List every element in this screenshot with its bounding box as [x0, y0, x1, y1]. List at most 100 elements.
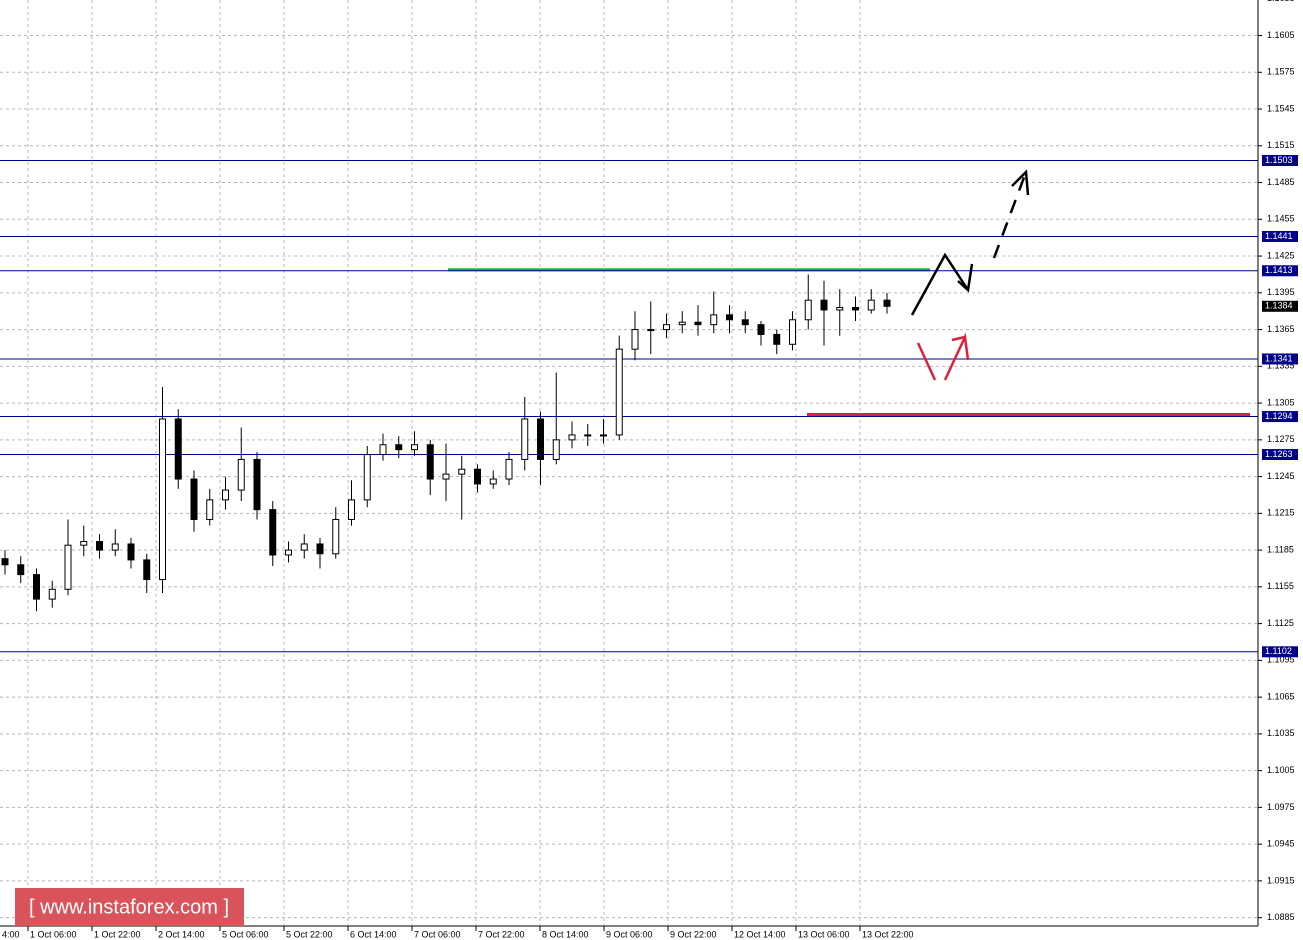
candle-body [80, 541, 88, 546]
y-tick-label: 1.1275 [1267, 434, 1295, 444]
candle-body [584, 434, 592, 437]
down-arrow [916, 342, 937, 381]
y-tick-label: 1.0975 [1267, 802, 1295, 812]
x-tick-label: 1 Oct 06:00 [30, 929, 77, 939]
y-tick-label: 1.1575 [1267, 67, 1295, 77]
level-label-box [1262, 265, 1298, 277]
candle-body [285, 549, 292, 556]
up-arrow [910, 252, 970, 316]
candle-body [694, 321, 702, 326]
candle-body [127, 543, 135, 561]
x-tick-label: 1 Oct 22:00 [94, 929, 141, 939]
y-tick-label: 1.1035 [1267, 728, 1295, 738]
candle-body [111, 543, 119, 551]
candle-body [442, 473, 450, 480]
y-tick-label: 1.0915 [1267, 875, 1295, 885]
level-label-box [1262, 646, 1298, 658]
level-label-box [1262, 353, 1298, 365]
y-tick-label: 1.1185 [1267, 544, 1294, 554]
x-tick-label: 13 Oct 06:00 [798, 929, 850, 939]
candle-body [726, 314, 733, 321]
y-tick-label: 1.1335 [1267, 361, 1295, 371]
candle-body [773, 333, 781, 345]
y-tick-label: 1.1635 [1267, 0, 1295, 3]
x-tick-label: 2 Oct 14:00 [158, 929, 205, 939]
candle-body [395, 444, 403, 451]
candle-body [489, 478, 497, 485]
level-label: 1.1503 [1265, 155, 1293, 165]
y-tick-label: 1.1065 [1267, 691, 1295, 701]
candle-body [615, 348, 623, 436]
candle-body [804, 299, 812, 321]
level-label: 1.1294 [1265, 411, 1293, 421]
candles [1, 274, 891, 612]
y-tick-label: 1.1365 [1267, 324, 1295, 334]
candle-body [253, 458, 261, 511]
candle-body [143, 559, 151, 581]
y-tick-label: 1.1425 [1267, 250, 1295, 260]
level-label-box [1262, 411, 1298, 423]
y-tick-label: 1.1455 [1267, 214, 1295, 224]
level-label: 1.1441 [1265, 231, 1293, 241]
candle-body [710, 314, 718, 326]
candle-body [552, 439, 560, 460]
candle-body [505, 458, 513, 480]
y-tick-label: 1.1395 [1267, 287, 1295, 297]
level-label-box [1262, 154, 1298, 166]
y-tick-label: 1.1545 [1267, 103, 1295, 113]
candle-body [269, 509, 277, 556]
level-label: 1.1102 [1265, 646, 1292, 656]
candle-body [521, 418, 529, 460]
candle-body [363, 454, 371, 501]
x-tick-label: 13 Oct 22:00 [862, 929, 914, 939]
candle-body [458, 468, 466, 475]
candle-body [222, 489, 229, 501]
level-label: 1.1263 [1265, 449, 1293, 459]
x-tick-label: 8 Oct 14:00 [542, 929, 589, 939]
candle-body [17, 564, 25, 576]
level-label-box [1262, 230, 1298, 242]
y-tick-label: 1.1305 [1267, 397, 1295, 407]
level-label: 1.1341 [1265, 353, 1293, 363]
level-label-box [1262, 449, 1298, 461]
candle-body [411, 444, 418, 451]
current-price-label: 1.1384 [1265, 301, 1293, 311]
y-tick-label: 1.1605 [1267, 30, 1295, 40]
candle-body [600, 434, 607, 437]
candle-body [820, 299, 828, 311]
candle-body [678, 321, 686, 326]
candle-body [300, 543, 308, 551]
x-tick-label: 9 Oct 06:00 [606, 929, 653, 939]
y-tick-label: 1.1215 [1267, 508, 1295, 518]
candle-body [852, 307, 859, 311]
x-tick-label: 5 Oct 22:00 [286, 929, 333, 939]
arrow-head [957, 263, 974, 293]
candle-body [663, 324, 670, 331]
dashed-arrow [992, 171, 1028, 259]
candle-body [647, 329, 655, 332]
arrow-head [1011, 169, 1030, 196]
candle-body [237, 458, 245, 491]
candle-body [64, 544, 72, 590]
candle-body [568, 434, 576, 441]
candle-body [537, 418, 544, 460]
y-tick-label: 1.1155 [1267, 581, 1294, 591]
level-label: 1.1413 [1265, 265, 1293, 275]
candle-body [332, 518, 340, 555]
candle-body [33, 574, 40, 600]
current-price-box [1262, 300, 1298, 312]
candle-body [190, 478, 198, 520]
x-tick-label: 6 Oct 14:00 [350, 929, 397, 939]
levels [0, 159, 1258, 653]
x-tick-label: 5 Oct 06:00 [222, 929, 269, 939]
candle-body [348, 499, 355, 520]
candle-body [836, 307, 844, 311]
y-tick-label: 1.1005 [1267, 765, 1295, 775]
y-tick-label: 1.0885 [1267, 912, 1295, 922]
y-tick-label: 1.1125 [1267, 618, 1294, 628]
x-tick-label: 7 Oct 22:00 [478, 929, 525, 939]
candle-body [96, 541, 103, 551]
